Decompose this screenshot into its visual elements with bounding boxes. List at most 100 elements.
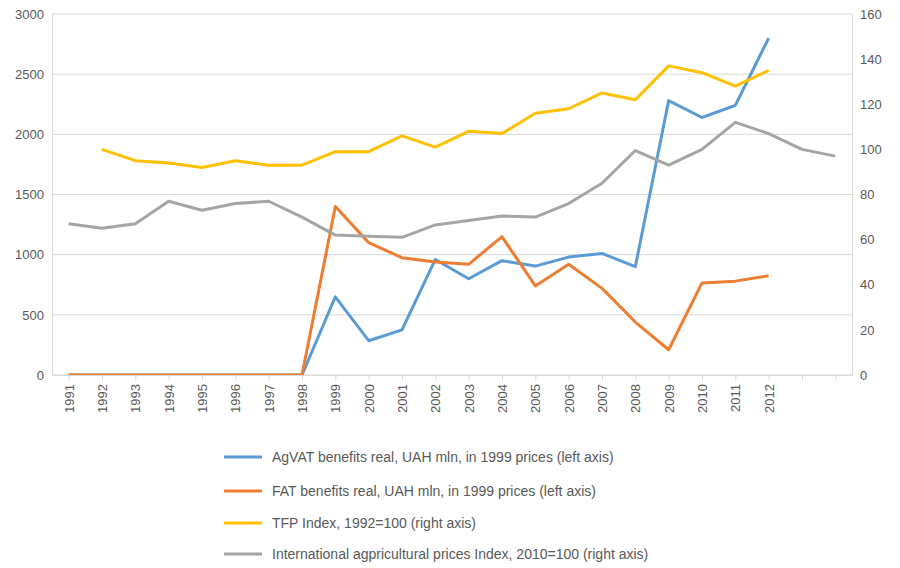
y2-tick: 100	[852, 142, 882, 157]
x-tick: 1997	[262, 375, 277, 413]
legend-swatch	[224, 553, 262, 556]
x-tick-mark	[502, 375, 503, 380]
x-tick-mark	[69, 375, 70, 380]
x-tick-mark	[369, 375, 370, 380]
y-axis: 0 500 1000 1500 2000 2500 3000	[15, 7, 52, 383]
legend-swatch	[224, 490, 262, 493]
y-tick: 2000	[15, 127, 52, 142]
series-line	[69, 38, 769, 375]
y2-tick-label: 160	[860, 7, 882, 22]
grid-line	[52, 134, 852, 135]
x-tick: 1996	[228, 375, 243, 413]
y2-tick-label: 80	[860, 187, 874, 202]
y-tick: 2500	[15, 67, 52, 82]
x-tick-mark	[702, 375, 703, 380]
x-tick-mark	[235, 375, 236, 380]
x-tick-label: 1997	[262, 384, 277, 413]
x-tick-mark	[135, 375, 136, 380]
x-tick-mark	[735, 375, 736, 380]
legend-swatch	[224, 522, 262, 525]
y-axis-line	[52, 15, 53, 376]
x-tick: 2008	[628, 375, 643, 413]
y2-tick: 140	[852, 52, 882, 67]
x-tick-label: 2008	[628, 384, 643, 413]
x-tick-mark	[769, 375, 770, 380]
legend-label: AgVAT benefits real, UAH mln, in 1999 pr…	[272, 449, 614, 465]
x-tick-label: 2002	[428, 384, 443, 413]
x-tick-label: 1993	[128, 384, 143, 413]
x-tick-mark	[402, 375, 403, 380]
y-tick-label: 500	[22, 307, 44, 322]
x-tick: 1999	[328, 375, 343, 413]
x-tick-label: 2012	[762, 384, 777, 413]
grid-line	[52, 14, 852, 15]
x-tick-mark	[202, 375, 203, 380]
x-tick: 2002	[428, 375, 443, 413]
x-tick-label: 2006	[562, 384, 577, 413]
x-tick: 2007	[595, 375, 610, 413]
y2-axis-line	[852, 15, 853, 376]
x-tick-mark	[802, 375, 803, 380]
x-tick: 2010	[695, 375, 710, 413]
y2-tick: 80	[852, 187, 874, 202]
x-tick-mark	[535, 375, 536, 380]
x-tick-label: 2005	[528, 384, 543, 413]
x-tick-label: 2007	[595, 384, 610, 413]
x-tick: 1994	[162, 375, 177, 413]
x-tick-mark	[569, 375, 570, 380]
x-tick: 2006	[562, 375, 577, 413]
y2-tick-label: 140	[860, 52, 882, 67]
x-tick-mark	[335, 375, 336, 380]
x-tick-mark	[635, 375, 636, 380]
x-tick-mark	[169, 375, 170, 380]
x-tick-label: 2004	[495, 384, 510, 413]
y2-tick: 20	[852, 323, 874, 338]
y-tick: 1500	[15, 187, 52, 202]
y2-tick: 0	[852, 368, 867, 383]
y2-tick: 120	[852, 97, 882, 112]
x-tick-label: 2001	[395, 384, 410, 413]
x-tick-mark	[469, 375, 470, 380]
x-tick: 2011	[728, 375, 743, 412]
x-tick-label: 1999	[328, 384, 343, 413]
grid-line	[52, 194, 852, 195]
legend-label: FAT benefits real, UAH mln, in 1999 pric…	[272, 483, 596, 499]
x-tick-label: 2000	[362, 384, 377, 413]
plot-lines	[69, 38, 836, 375]
x-tick-label: 1992	[95, 384, 110, 413]
x-tick: 1993	[128, 375, 143, 413]
series-line	[102, 66, 769, 168]
x-tick: 1991	[62, 375, 77, 413]
x-tick: 1998	[295, 375, 310, 413]
y-tick: 3000	[15, 7, 52, 22]
x-tick: 2000	[362, 375, 377, 413]
x-tick-label: 2009	[662, 384, 677, 413]
x-tick	[802, 375, 803, 380]
x-tick: 2004	[495, 375, 510, 413]
grid	[52, 14, 852, 375]
x-tick: 1992	[95, 375, 110, 413]
chart: 0 500 1000 1500 2000 2500 3000 0 20 40 60 80 100 120 1…	[0, 0, 900, 568]
x-axis-line	[53, 375, 853, 376]
grid-line	[52, 74, 852, 75]
y-tick-label: 2000	[15, 127, 44, 142]
x-tick-label: 2011	[728, 384, 743, 412]
x-tick: 2012	[762, 375, 777, 413]
x-tick-mark	[102, 375, 103, 380]
x-tick-mark	[602, 375, 603, 380]
y2-tick: 60	[852, 232, 874, 247]
y2-tick-label: 20	[860, 323, 874, 338]
x-tick	[835, 375, 836, 380]
x-tick: 2009	[662, 375, 677, 413]
y-tick-label: 3000	[15, 7, 44, 22]
x-tick: 2003	[462, 375, 477, 413]
y-tick: 1000	[15, 247, 52, 262]
x-tick-mark	[835, 375, 836, 380]
y2-tick-label: 60	[860, 232, 874, 247]
y2-axis: 0 20 40 60 80 100 120 140 160	[852, 7, 882, 383]
x-tick: 2001	[395, 375, 410, 413]
y2-tick-label: 100	[860, 142, 882, 157]
grid-line	[52, 314, 852, 315]
y-tick-label: 0	[37, 368, 44, 383]
y2-tick-label: 40	[860, 277, 874, 292]
